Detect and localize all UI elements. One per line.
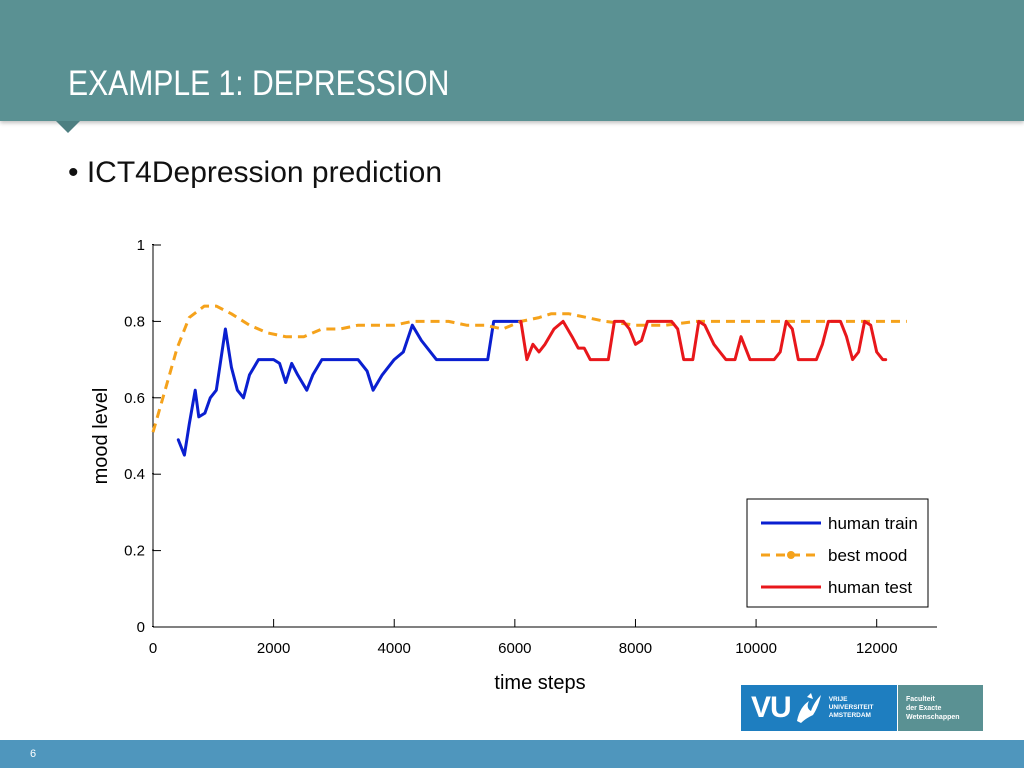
x-tick-label: 6000 (498, 640, 531, 657)
chart-axes: 0 0.2 0.4 0.6 0.8 1 0 2000 4000 6000 8000 10000 1200… (90, 237, 937, 694)
faculty-panel: Faculteit der Exacte Wetenschappen (897, 685, 983, 731)
legend-label: human test (828, 578, 912, 597)
bullet-point: • ICT4Depression prediction (68, 156, 443, 189)
faculty-line: der Exacte (906, 704, 942, 712)
x-tick-label: 0 (149, 640, 157, 657)
x-tick-label: 4000 (378, 640, 411, 657)
x-tick-label: 8000 (619, 640, 652, 657)
y-tick-label: 0.6 (124, 390, 145, 407)
x-axis-title: time steps (494, 672, 585, 694)
series-line-best-mood (151, 304, 907, 433)
vu-logo-mark: VU (751, 691, 792, 724)
y-axis-title: mood level (90, 388, 112, 485)
y-tick-label: 1 (137, 237, 145, 254)
vu-name-line: AMSTERDAM (828, 712, 871, 719)
legend-label: human train (828, 514, 918, 533)
vu-name-line: UNIVERSITEIT (828, 704, 874, 711)
title-notch (56, 121, 80, 133)
series-line-human-train (176, 319, 523, 457)
legend-box (746, 498, 929, 608)
mood-chart: 0 0.2 0.4 0.6 0.8 1 0 2000 4000 6000 8000 10000 1200… (90, 237, 937, 694)
x-tick-label: 10000 (735, 640, 777, 657)
chart-legend: human train best mood human test (746, 498, 929, 608)
vu-name-line: VRIJE (828, 696, 848, 703)
slide-title: EXAMPLE 1: DEPRESSION (68, 64, 450, 103)
x-tick-label: 12000 (856, 640, 898, 657)
vu-logo-name: VRIJE UNIVERSITEIT AMSTERDAM (829, 696, 874, 720)
y-tick-label: 0 (137, 619, 145, 636)
page-number: 6 (30, 748, 37, 760)
y-tick-label: 0.2 (124, 543, 145, 560)
y-tick-label: 0.4 (124, 466, 145, 483)
faculty-line: Wetenschappen (906, 713, 960, 721)
legend-label: best mood (828, 546, 907, 565)
faculty-line: Faculteit (906, 695, 935, 703)
x-tick-label: 2000 (257, 640, 290, 657)
chart-series (151, 304, 907, 457)
legend-marker (787, 551, 795, 559)
y-tick-label: 0.8 (124, 313, 145, 330)
footer-bar: 6 (0, 740, 1024, 768)
vu-logo: VU VRIJE UNIVERSITEIT AMSTERDAM Facultei… (741, 685, 983, 731)
griffin-icon (796, 693, 821, 723)
vu-logo-blue-panel: VU VRIJE UNIVERSITEIT AMSTERDAM (741, 685, 897, 731)
series-line-human-test (519, 319, 888, 362)
title-bar (0, 0, 1024, 121)
